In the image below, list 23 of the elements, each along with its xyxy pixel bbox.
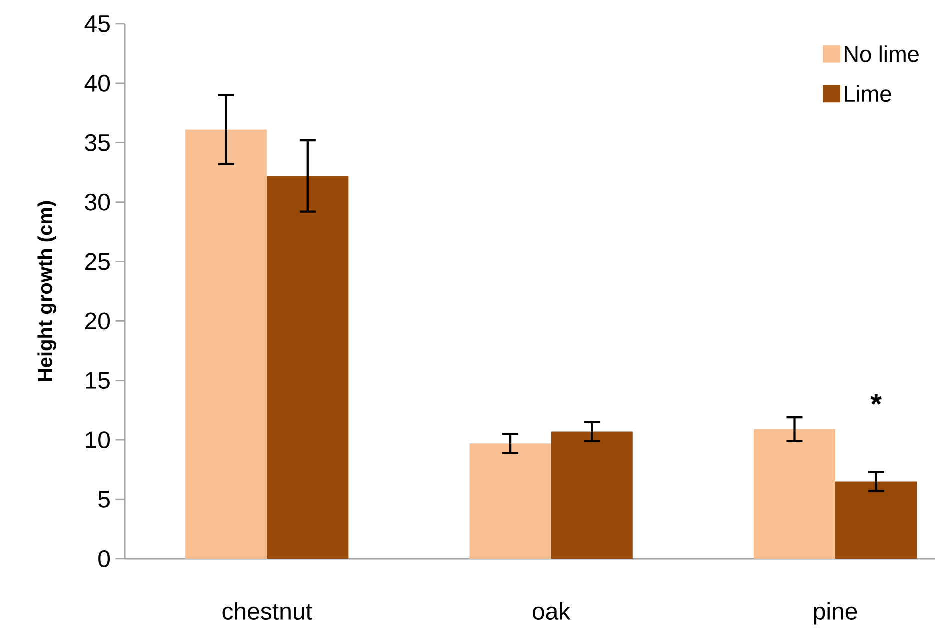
y-tick-label: 25 bbox=[85, 253, 110, 270]
bar bbox=[186, 130, 268, 559]
y-axis-title: Height growth (cm) bbox=[38, 201, 56, 382]
bar bbox=[470, 444, 552, 559]
x-tick-label: oak bbox=[532, 602, 571, 620]
y-tick-label: 30 bbox=[85, 194, 110, 211]
y-tick-label: 35 bbox=[85, 134, 110, 152]
y-tick-label: 15 bbox=[86, 372, 110, 390]
y-tick-label: 45 bbox=[84, 16, 110, 32]
y-tick-label: 5 bbox=[98, 491, 110, 508]
y-tick-label: 10 bbox=[86, 432, 110, 449]
bar bbox=[267, 176, 349, 559]
x-tick-label: pine bbox=[814, 602, 858, 625]
y-tick-label: 0 bbox=[98, 550, 110, 568]
legend-label: No lime bbox=[845, 46, 919, 62]
annotation: * bbox=[870, 394, 882, 405]
legend-label: Lime bbox=[845, 85, 892, 102]
y-tick-label: 20 bbox=[85, 312, 110, 330]
x-tick-label: chestnut bbox=[222, 602, 312, 620]
bar bbox=[551, 432, 633, 559]
bar bbox=[754, 429, 836, 559]
y-tick-label: 40 bbox=[84, 74, 110, 92]
bar bbox=[836, 482, 918, 559]
